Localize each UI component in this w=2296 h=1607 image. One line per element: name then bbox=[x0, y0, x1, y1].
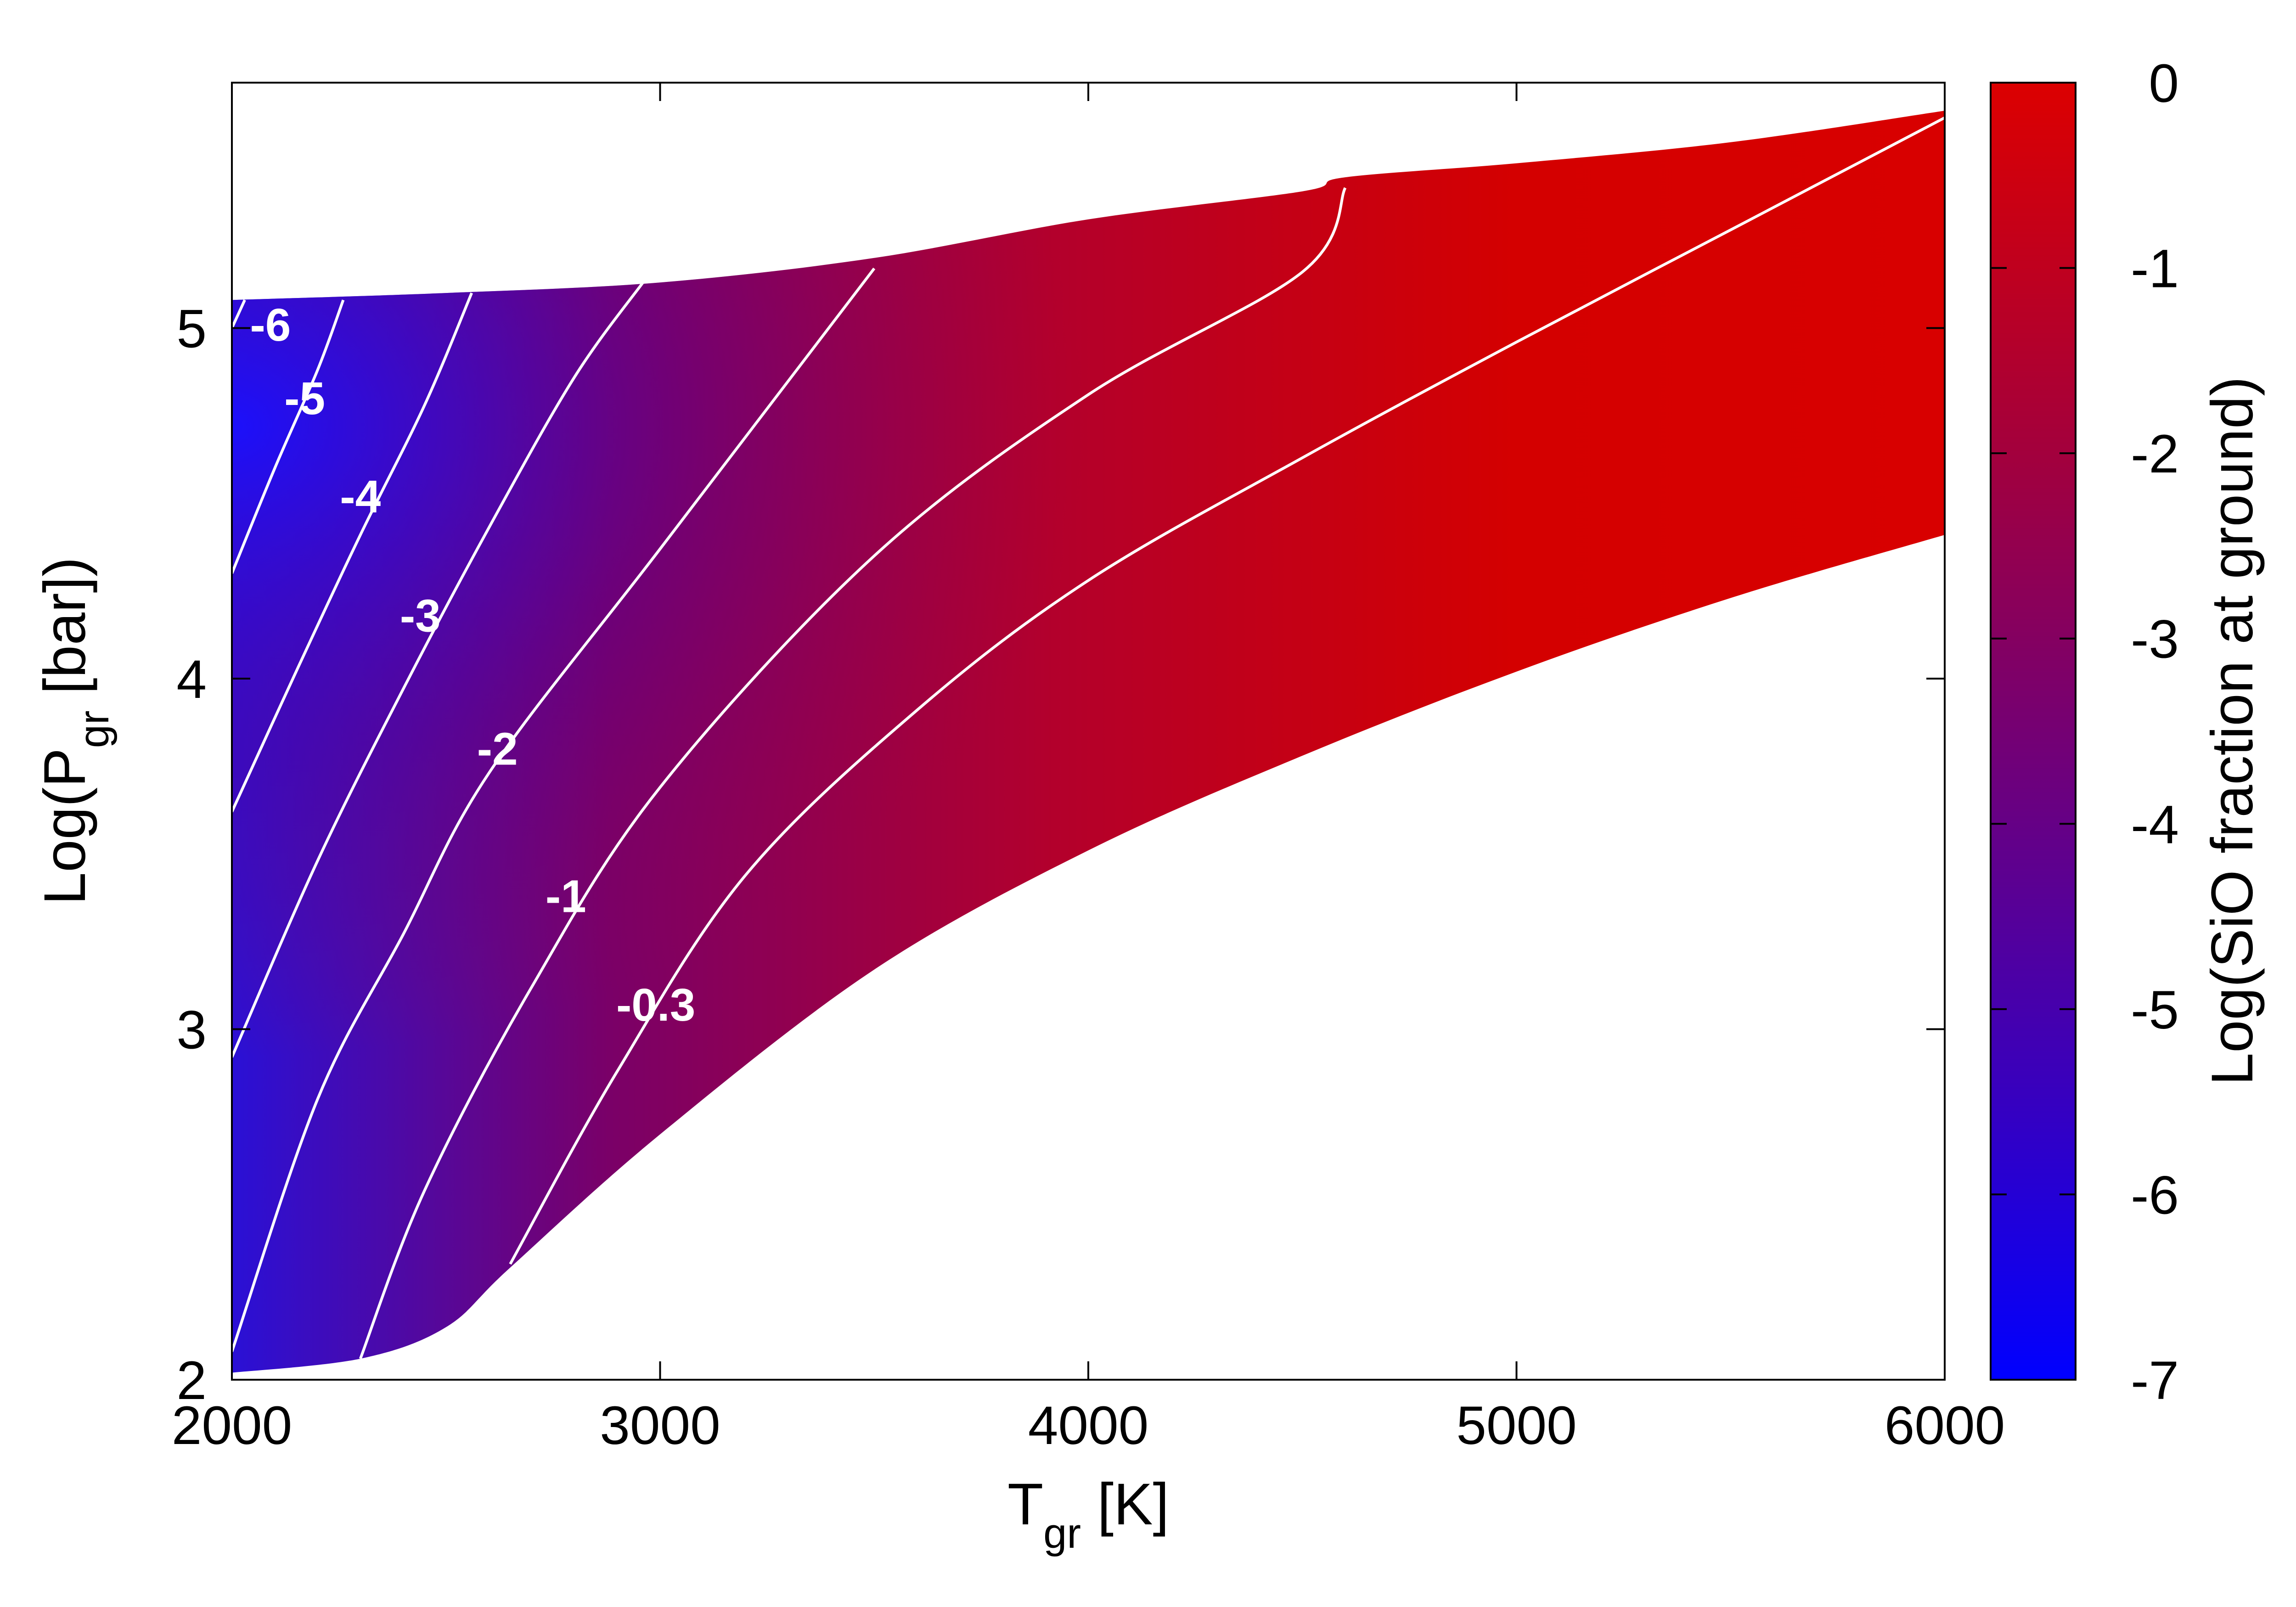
colorbar-tick-label: -3 bbox=[2131, 609, 2179, 670]
region-fill-low-values bbox=[232, 111, 1945, 1373]
x-tick-label: 3000 bbox=[600, 1395, 720, 1456]
x-tick-label: 4000 bbox=[1028, 1395, 1149, 1456]
contour-line bbox=[359, 187, 1347, 1360]
colorbar bbox=[1990, 82, 2077, 1381]
contour-line bbox=[232, 299, 345, 574]
contour-label: -3 bbox=[400, 590, 441, 642]
y-tick-label: 4 bbox=[176, 649, 207, 710]
y-axis-title: Log(Pgr [bar]) bbox=[32, 557, 118, 905]
colorbar-tick-label: -7 bbox=[2131, 1350, 2179, 1411]
contour-labels: -6 -5 -4 -3 -2 -1 -0.3 bbox=[250, 299, 695, 1031]
colorbar-tick-label: -1 bbox=[2131, 239, 2179, 299]
y-tick-label: 3 bbox=[176, 1000, 207, 1060]
filled-region bbox=[232, 111, 1945, 1373]
y-tick-label: 5 bbox=[176, 298, 207, 359]
y-tick-label: 2 bbox=[176, 1350, 207, 1411]
contour-label: -4 bbox=[340, 471, 381, 523]
colorbar-tick-label: 0 bbox=[2149, 53, 2179, 114]
contour-label: -0.3 bbox=[616, 979, 695, 1031]
x-tick-label: 2000 bbox=[172, 1395, 293, 1456]
colorbar-tick-label: -4 bbox=[2131, 794, 2179, 855]
contour-label: -6 bbox=[250, 299, 291, 351]
colorbar-tick-label: -5 bbox=[2131, 980, 2179, 1040]
contour-label: -5 bbox=[284, 373, 325, 424]
contour-line bbox=[232, 281, 644, 1058]
colorbar-title: Log(SiO fraction at ground) bbox=[2200, 376, 2265, 1085]
contour-label: -1 bbox=[546, 871, 586, 922]
colorbar-tick-label: -2 bbox=[2131, 424, 2179, 484]
colorbar-tick-label: -6 bbox=[2131, 1165, 2179, 1225]
axis-ticks: 2000 3000 4000 5000 6000 2 3 4 5 bbox=[172, 83, 2005, 1456]
contour-line bbox=[232, 292, 473, 813]
contour-line bbox=[232, 267, 876, 1352]
x-tick-label: 5000 bbox=[1456, 1395, 1577, 1456]
colorbar-ticks: 0 -1 -2 -3 -4 -5 -6 -7 bbox=[1991, 53, 2179, 1411]
contour-line bbox=[509, 116, 1945, 1265]
x-axis-title: Tgr [K] bbox=[1007, 1472, 1169, 1557]
x-tick-label: 6000 bbox=[1885, 1395, 2005, 1456]
contour-label: -2 bbox=[477, 724, 518, 775]
contour-lines bbox=[232, 116, 1945, 1360]
